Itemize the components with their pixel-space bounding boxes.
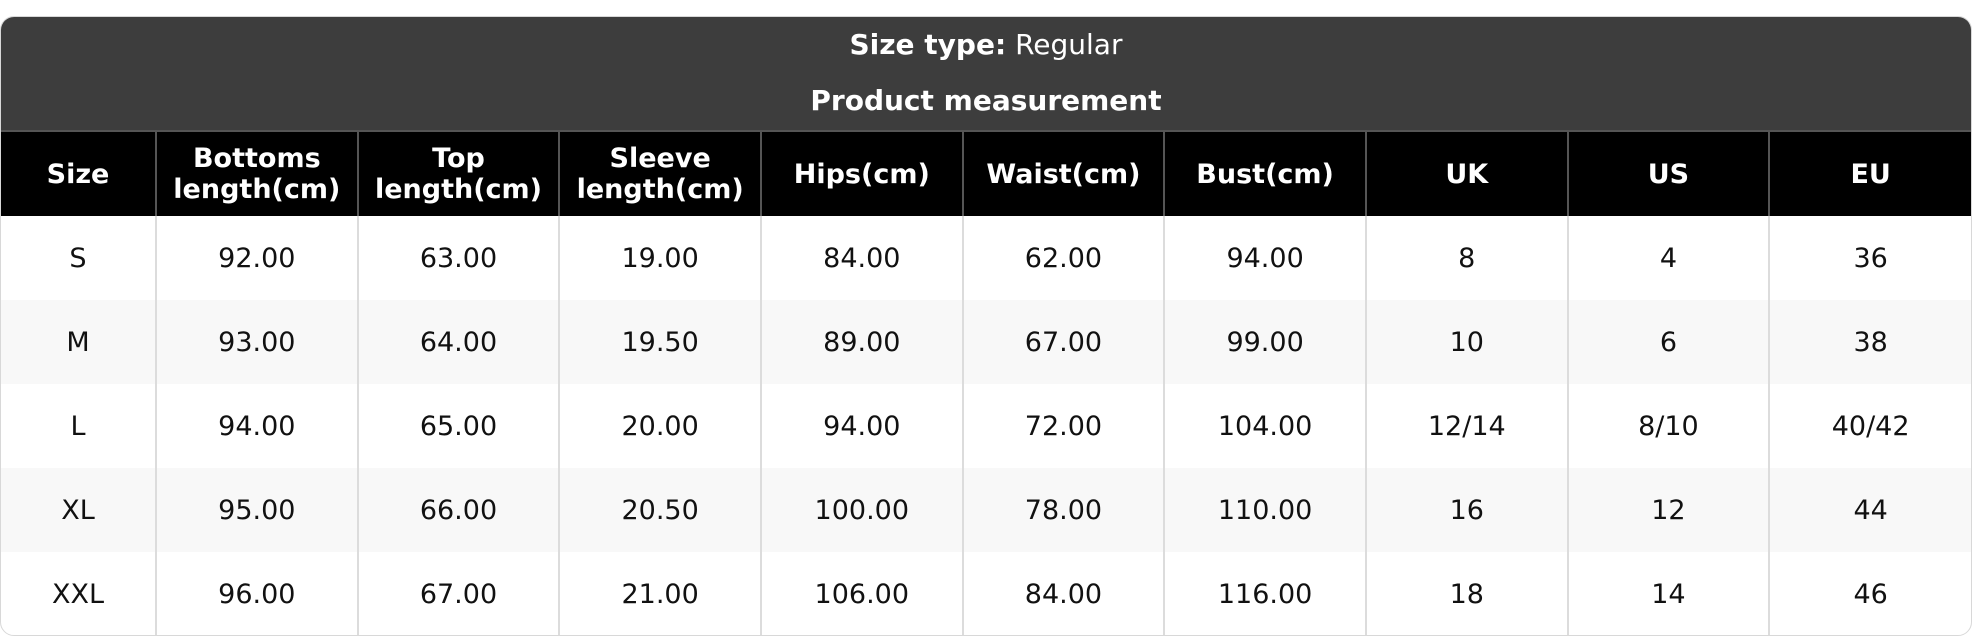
column-header: Top length(cm) [356,130,560,216]
column-header: US [1566,130,1770,216]
table-cell: 92.00 [155,216,358,300]
table-cell: 84.00 [961,552,1165,635]
size-chart-header: Size type: Regular Product measurement [1,17,1971,130]
column-header: Sleeve length(cm) [558,130,761,216]
table-cell: 66.00 [356,468,560,552]
table-cell: 67.00 [356,552,560,635]
table-row: XXL 96.00 67.00 21.00 106.00 84.00 116.00 18 14 4… [1,552,1971,635]
size-chart-card: Size type: Regular Product measurement S… [0,16,1972,636]
table-cell: 62.00 [961,216,1165,300]
column-header: Hips(cm) [759,130,963,216]
table-row: XL 95.00 66.00 20.50 100.00 78.00 110.00 16 12 44 [1,468,1971,552]
column-header: UK [1364,130,1568,216]
measurement-table: Size Bottoms length(cm) Top length(cm) Slee… [1,130,1971,635]
column-header: Bust(cm) [1163,130,1366,216]
table-cell: 19.00 [558,216,761,300]
table-row: M 93.00 64.00 19.50 89.00 67.00 99.00 10 6 38 [1,300,1971,384]
table-cell: 89.00 [759,300,963,384]
table-cell: 36 [1768,216,1971,300]
table-cell: 110.00 [1163,468,1366,552]
size-type-value: Regular [1015,28,1123,61]
table-cell: 44 [1768,468,1971,552]
table-cell: XXL [51,578,105,610]
table-cell: 104.00 [1163,384,1366,468]
section-title: Product measurement [810,84,1162,117]
table-cell: 94.00 [1163,216,1366,300]
table-cell: 100.00 [759,468,963,552]
table-cell: 14 [1566,552,1770,635]
column-header: Waist(cm) [961,130,1165,216]
table-cell: 78.00 [961,468,1165,552]
table-cell: 96.00 [155,552,358,635]
table-cell: S [69,242,87,274]
table-cell: 106.00 [759,552,963,635]
size-type-label: Size type: [849,28,1007,61]
table-cell: 21.00 [558,552,761,635]
table-cell: 65.00 [356,384,560,468]
table-row: S 92.00 63.00 19.00 84.00 62.00 94.00 8 4 36 [1,216,1971,300]
table-cell: 63.00 [356,216,560,300]
column-header: Size [1,130,156,216]
column-header: EU [1768,130,1971,216]
table-cell: 8 [1364,216,1568,300]
table-cell: 40/42 [1768,384,1971,468]
table-cell: 12/14 [1364,384,1568,468]
table-cell: 19.50 [558,300,761,384]
table-cell: 10 [1364,300,1568,384]
table-cell: 12 [1566,468,1770,552]
table-cell: 67.00 [961,300,1165,384]
table-cell: 93.00 [155,300,358,384]
table-cell: 95.00 [155,468,358,552]
table-cell: 20.00 [558,384,761,468]
table-cell: XL [1,468,156,552]
table-cell: 116.00 [1163,552,1366,635]
table-cell: 16 [1364,468,1568,552]
table-cell: 64.00 [356,300,560,384]
table-cell: 4 [1566,216,1770,300]
table-cell: 38 [1768,300,1971,384]
table-cell: 8/10 [1566,384,1770,468]
table-cell: L [70,410,86,442]
table-cell: 84.00 [759,216,963,300]
table-cell: 20.50 [558,468,761,552]
table-cell: 94.00 [155,384,358,468]
table-cell: 72.00 [961,384,1165,468]
table-header-row: Size Bottoms length(cm) Top length(cm) Slee… [1,130,1971,216]
table-cell: 6 [1566,300,1770,384]
table-row: L 94.00 65.00 20.00 94.00 72.00 104.00 12/14 8/1… [1,384,1971,468]
table-cell: 99.00 [1163,300,1366,384]
column-header: Bottoms length(cm) [155,130,358,216]
table-cell: 18 [1364,552,1568,635]
table-cell: 94.00 [759,384,963,468]
size-type: Size type: Regular [1,17,1971,63]
table-cell: M [1,300,156,384]
table-cell: 46 [1768,552,1971,635]
